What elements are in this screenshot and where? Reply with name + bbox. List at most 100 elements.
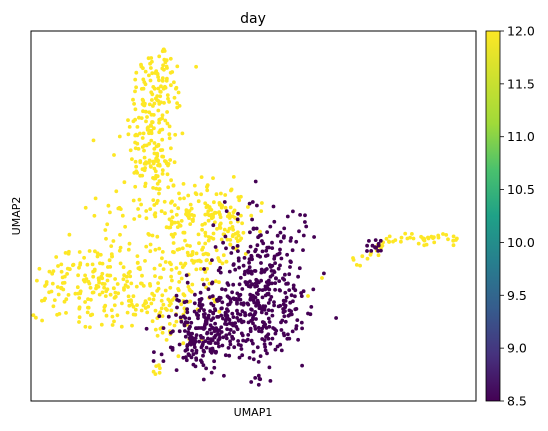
data-point <box>219 205 224 210</box>
data-point <box>182 196 186 201</box>
data-point <box>167 303 172 308</box>
data-point <box>168 56 173 61</box>
data-point <box>98 252 103 257</box>
data-point <box>112 296 117 300</box>
data-point <box>446 237 450 242</box>
data-point <box>167 100 172 104</box>
data-point <box>16 264 20 268</box>
data-point <box>133 117 138 122</box>
data-point <box>202 308 206 313</box>
data-point <box>387 234 392 239</box>
data-point <box>181 341 186 346</box>
data-point <box>309 305 314 309</box>
data-point <box>144 143 149 148</box>
colorbar-tick-label: 12.0 <box>507 24 535 39</box>
data-point <box>186 193 191 198</box>
data-point <box>43 284 47 288</box>
data-point <box>265 351 269 356</box>
data-point <box>99 322 104 327</box>
data-point <box>82 255 86 260</box>
data-point <box>294 307 299 311</box>
data-point <box>56 292 61 297</box>
data-point <box>199 175 204 180</box>
data-point <box>239 331 244 336</box>
data-point <box>145 310 150 315</box>
data-point <box>152 266 157 271</box>
data-point <box>208 327 212 332</box>
data-point <box>272 303 276 308</box>
data-point <box>211 176 215 181</box>
data-point <box>198 290 203 295</box>
data-point <box>399 239 403 244</box>
data-point <box>220 306 224 311</box>
data-point <box>194 326 198 331</box>
data-point <box>110 254 114 259</box>
data-point <box>120 213 125 218</box>
data-point <box>274 276 278 281</box>
data-point <box>155 333 160 338</box>
data-point <box>169 222 174 227</box>
data-point <box>306 294 310 298</box>
data-point <box>106 203 111 208</box>
data-point <box>154 186 159 191</box>
data-point <box>169 274 174 279</box>
data-point <box>253 376 258 380</box>
data-point <box>223 322 227 326</box>
data-point <box>230 234 235 239</box>
data-point <box>231 175 236 179</box>
data-point <box>218 221 223 226</box>
data-point <box>129 281 134 286</box>
data-point <box>173 132 178 137</box>
data-point <box>172 160 177 165</box>
data-point <box>279 348 284 353</box>
data-point <box>275 233 280 238</box>
data-point <box>108 292 113 297</box>
data-point <box>169 262 173 267</box>
data-point <box>175 225 180 230</box>
data-point <box>112 319 116 324</box>
data-point <box>111 239 116 243</box>
data-point <box>295 318 300 322</box>
data-point <box>199 192 204 197</box>
data-point <box>193 364 198 369</box>
data-point <box>255 345 260 350</box>
data-point <box>254 291 259 295</box>
data-point <box>243 280 248 284</box>
colorbar-tick-label: 9.5 <box>507 288 527 303</box>
data-point <box>254 277 259 282</box>
data-point <box>137 214 142 219</box>
data-point <box>143 109 148 114</box>
data-point <box>156 99 161 103</box>
data-point <box>248 230 252 235</box>
data-point <box>230 336 235 341</box>
data-point <box>228 214 233 219</box>
data-point <box>215 328 219 332</box>
data-point <box>249 338 254 343</box>
data-point <box>241 319 246 324</box>
data-point <box>86 297 90 301</box>
data-point <box>157 370 162 375</box>
data-point <box>192 183 197 188</box>
data-point <box>192 213 196 218</box>
data-point <box>160 250 165 254</box>
data-point <box>203 230 208 235</box>
data-point <box>169 201 173 205</box>
data-point <box>217 280 221 285</box>
data-point <box>286 313 291 318</box>
data-point <box>288 265 292 269</box>
data-point <box>118 245 123 250</box>
data-point <box>77 305 82 310</box>
data-point <box>224 336 229 341</box>
data-point <box>57 312 62 316</box>
data-point <box>212 335 217 339</box>
data-point <box>200 227 205 232</box>
data-point <box>211 348 216 353</box>
data-point <box>211 231 216 236</box>
data-point <box>294 239 299 244</box>
data-point <box>391 239 395 244</box>
data-point <box>50 281 55 286</box>
data-point <box>230 290 235 295</box>
data-point <box>166 185 171 190</box>
data-point <box>142 103 147 108</box>
data-point <box>266 332 271 337</box>
